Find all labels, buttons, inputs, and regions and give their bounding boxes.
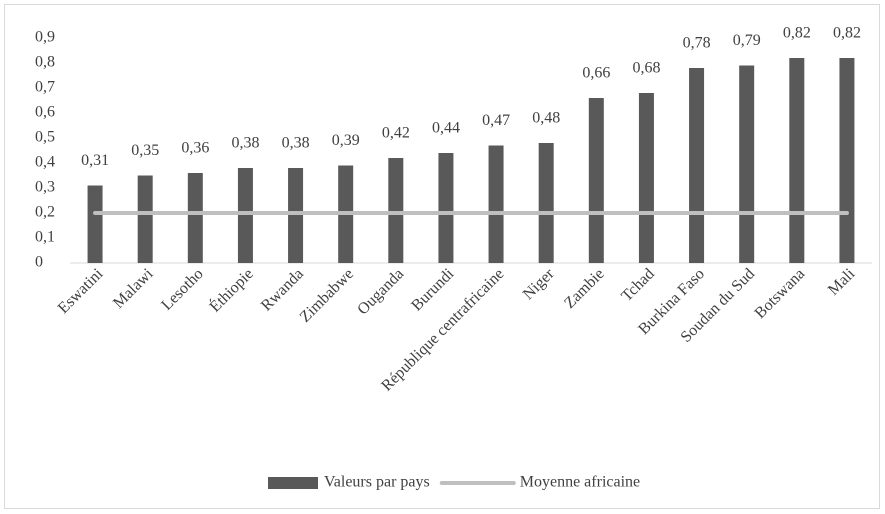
y-tick-label: 0,3 [35, 179, 55, 196]
bar [388, 158, 404, 263]
y-tick-label: 0,1 [35, 229, 55, 246]
legend-label: Valeurs par pays [324, 474, 430, 491]
bar [739, 65, 755, 263]
y-tick-label: 0 [35, 254, 43, 271]
data-label: 0,39 [332, 132, 360, 149]
data-label: 0,44 [432, 120, 460, 137]
data-label: 0,66 [582, 65, 610, 82]
y-tick-label: 0,4 [35, 154, 55, 171]
bar [538, 143, 554, 263]
bar [187, 173, 203, 263]
data-label: 0,79 [733, 32, 761, 49]
data-label: 0,48 [532, 110, 560, 127]
data-label: 0,42 [382, 125, 410, 142]
bar [839, 58, 855, 263]
bar [789, 58, 805, 263]
data-label: 0,36 [181, 140, 209, 157]
bar [689, 68, 705, 263]
data-label: 0,31 [81, 152, 109, 169]
y-tick-label: 0,7 [35, 79, 55, 96]
bar [87, 185, 103, 263]
data-label: 0,82 [783, 25, 811, 42]
data-label: 0,68 [632, 60, 660, 77]
y-tick-label: 0,8 [35, 54, 55, 71]
bar [137, 175, 153, 263]
bar [488, 145, 504, 263]
data-label: 0,35 [131, 142, 159, 159]
y-tick-label: 0,9 [35, 29, 55, 46]
legend-label: Moyenne africaine [520, 474, 640, 491]
bar [237, 168, 253, 263]
bar [638, 93, 654, 263]
data-label: 0,47 [482, 112, 510, 129]
legend-swatch [268, 477, 318, 489]
data-label: 0,38 [282, 135, 310, 152]
data-label: 0,82 [833, 25, 861, 42]
bar [438, 153, 454, 263]
bar [288, 168, 304, 263]
bar [588, 98, 604, 263]
data-label: 0,38 [231, 135, 259, 152]
y-tick-label: 0,2 [35, 204, 55, 221]
y-tick-label: 0,6 [35, 104, 55, 121]
y-tick-label: 0,5 [35, 129, 55, 146]
data-label: 0,78 [683, 35, 711, 52]
